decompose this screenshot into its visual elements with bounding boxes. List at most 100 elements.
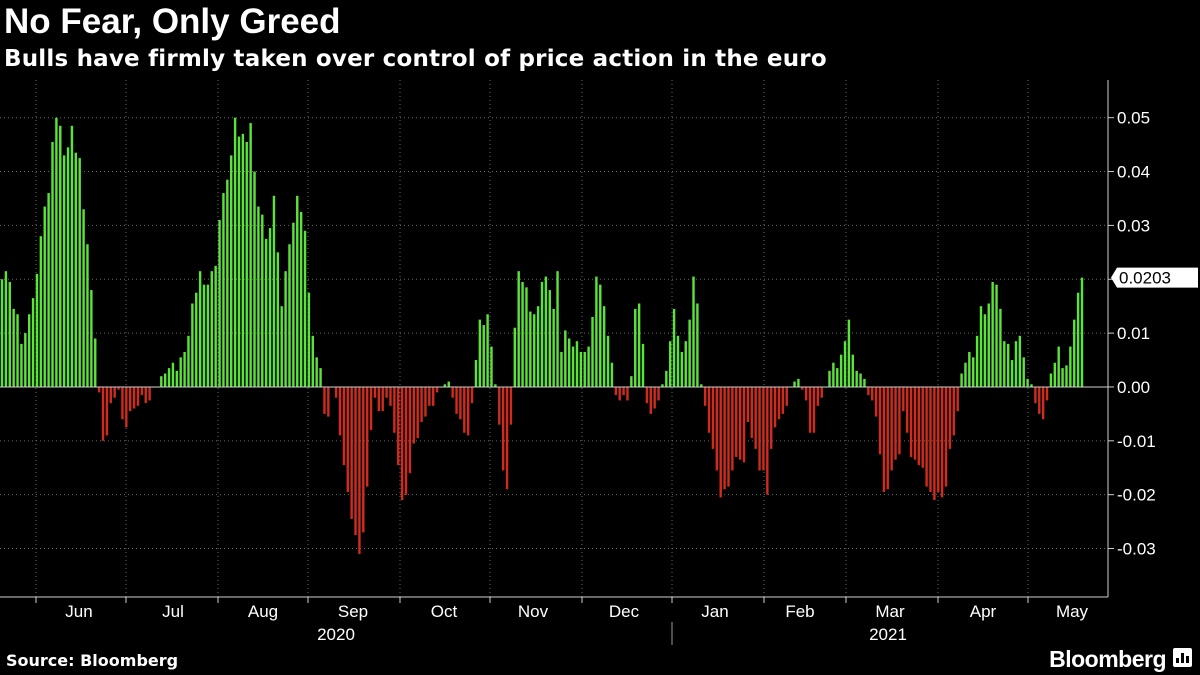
bar [851, 354, 854, 387]
bar [385, 386, 388, 398]
bar [715, 386, 719, 471]
bar [198, 271, 202, 387]
bar [12, 308, 15, 387]
bar [533, 314, 536, 387]
bar [742, 386, 746, 463]
last-value-label: 0.0203 [1119, 269, 1171, 288]
bar [43, 206, 46, 387]
bar [132, 386, 136, 409]
bar [144, 386, 147, 404]
bar [750, 386, 753, 439]
last-value-callout [1111, 267, 1198, 288]
bar [564, 330, 567, 387]
x-tick-label: Aug [248, 602, 278, 621]
bar [424, 386, 427, 417]
bar [766, 386, 769, 495]
bar [140, 386, 144, 396]
bar [276, 252, 280, 387]
bar [816, 386, 820, 406]
bar [746, 386, 750, 422]
bar [991, 281, 994, 387]
bar [253, 171, 256, 387]
bar [983, 314, 987, 387]
bar [820, 386, 823, 398]
x-tick-label: Apr [970, 602, 997, 621]
bar [641, 343, 645, 387]
bar [929, 386, 932, 492]
bar [490, 346, 493, 387]
bar [350, 386, 353, 519]
bar [979, 306, 983, 387]
bar [105, 386, 109, 436]
bar [968, 351, 971, 387]
bar [898, 386, 901, 455]
x-tick-label: Sep [338, 602, 368, 621]
bar [369, 386, 373, 431]
x-tick-label: Jul [162, 602, 184, 621]
bar [233, 117, 237, 387]
bar [653, 386, 656, 409]
bar [284, 271, 287, 387]
bar [463, 386, 466, 433]
bar [346, 386, 349, 492]
bar [847, 319, 851, 387]
bar [70, 125, 74, 387]
bar [618, 386, 621, 401]
bar [634, 308, 637, 387]
bar [579, 351, 583, 387]
bar [451, 386, 454, 398]
x-tick-label: Mar [875, 602, 905, 621]
bar [544, 276, 548, 387]
bar [688, 319, 691, 387]
bar [583, 351, 586, 387]
bar [296, 195, 299, 387]
bar [890, 386, 893, 471]
y-tick-label: 0.04 [1117, 163, 1150, 182]
bar [1014, 341, 1018, 387]
x-tick-label: Dec [609, 602, 640, 621]
bar [389, 386, 392, 406]
bar [27, 314, 31, 387]
bar [354, 386, 357, 536]
bar [956, 386, 959, 412]
bar [505, 386, 509, 490]
bar [1034, 386, 1037, 404]
bar [525, 287, 528, 387]
bar [121, 386, 124, 420]
bar [0, 279, 4, 387]
bar [202, 284, 206, 387]
bar [867, 386, 870, 396]
bar [4, 271, 8, 387]
bar [280, 306, 283, 387]
bar [78, 158, 81, 387]
bar [575, 341, 579, 387]
bar [35, 273, 39, 387]
bar [556, 271, 559, 387]
bar [921, 386, 924, 468]
bar [210, 271, 213, 387]
bar [393, 386, 396, 433]
bar [51, 141, 54, 387]
bar [665, 370, 668, 387]
bar [610, 362, 614, 387]
y-tick-label: 0.05 [1117, 109, 1150, 128]
bar [536, 306, 540, 387]
bar [529, 311, 532, 387]
bar [509, 386, 513, 425]
bar [466, 386, 470, 436]
bar [195, 292, 198, 387]
bar [808, 386, 812, 433]
bar [972, 357, 975, 387]
bar [552, 308, 555, 387]
bar [797, 378, 800, 387]
bar [311, 335, 314, 387]
bar [1065, 365, 1068, 387]
bar [160, 376, 163, 387]
source-note: Source: Bloomberg [6, 651, 179, 670]
bar [101, 386, 105, 441]
bar [952, 386, 955, 436]
bar [913, 386, 917, 460]
bar [905, 386, 909, 433]
bar [474, 360, 478, 387]
bar [125, 386, 128, 428]
